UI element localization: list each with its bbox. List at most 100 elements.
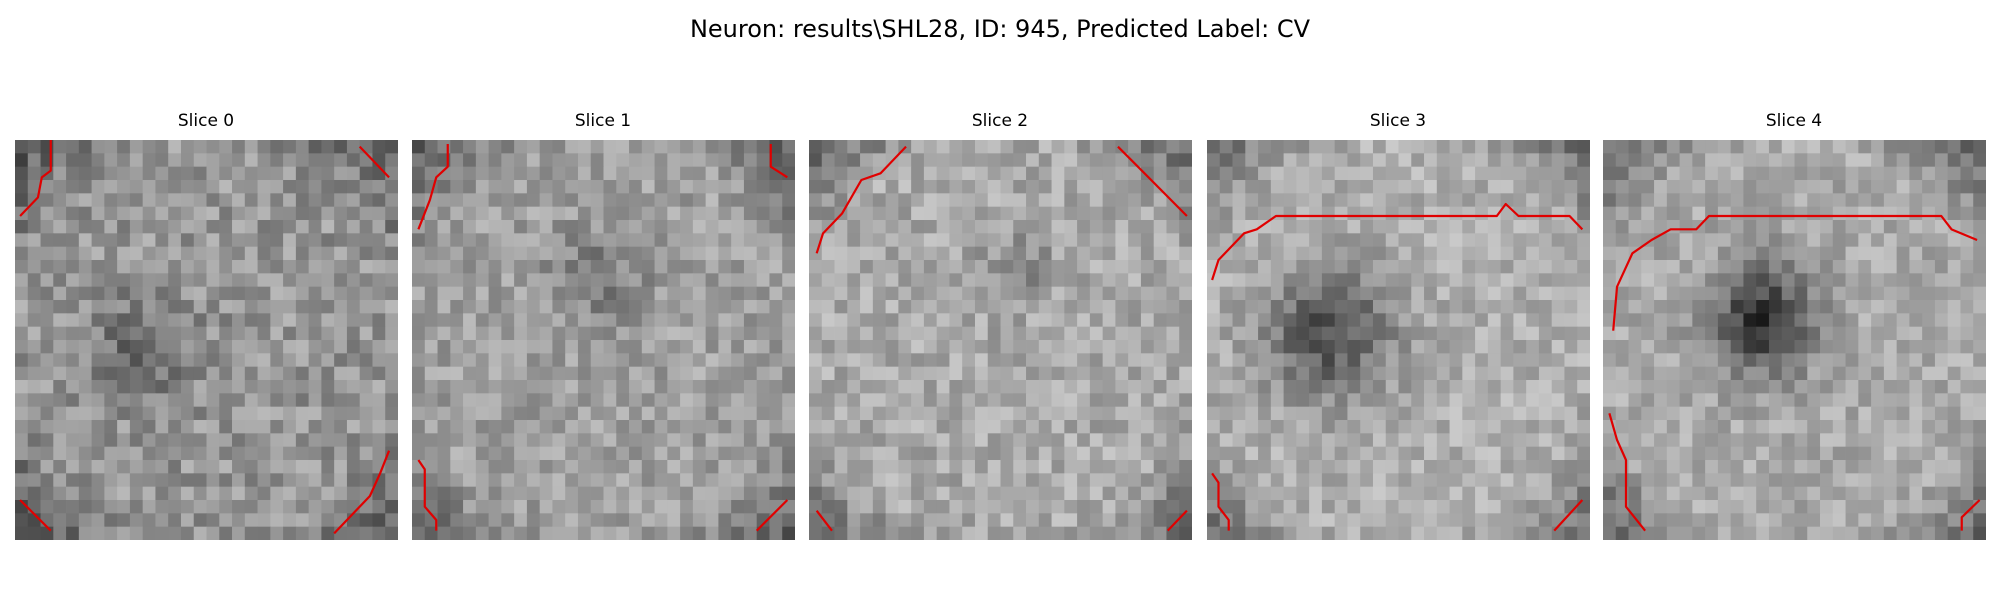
pixel	[219, 206, 233, 221]
pixel	[718, 206, 732, 221]
pixel	[1077, 446, 1091, 461]
pixel	[66, 433, 80, 448]
pixel	[1334, 313, 1348, 328]
pixel	[1153, 180, 1167, 194]
pixel	[1334, 433, 1348, 448]
pixel	[629, 313, 643, 328]
pixel	[295, 406, 310, 421]
pixel	[15, 326, 29, 341]
pixel	[885, 273, 899, 288]
pixel	[872, 513, 886, 528]
pixel	[488, 313, 502, 328]
pixel	[1360, 353, 1374, 368]
pixel	[1245, 180, 1259, 194]
pixel	[1922, 246, 1936, 261]
pixel	[104, 246, 118, 261]
pixel	[244, 326, 258, 341]
pixel	[270, 300, 284, 314]
pixel	[1666, 420, 1680, 434]
pixel	[91, 380, 105, 394]
pixel	[1705, 193, 1719, 208]
pixel	[1334, 393, 1348, 408]
pixel	[1360, 420, 1374, 434]
pixel	[1577, 420, 1590, 434]
pixel	[1462, 206, 1476, 221]
pixel	[295, 353, 310, 368]
pixel	[565, 326, 579, 341]
pixel	[667, 153, 681, 168]
pixel	[1947, 286, 1961, 301]
pixel	[168, 300, 182, 314]
pixel	[514, 260, 528, 274]
pixel	[1166, 273, 1180, 288]
pixel	[769, 286, 783, 301]
slice-image	[1207, 140, 1590, 540]
pixel	[949, 140, 963, 154]
pixel	[885, 353, 899, 368]
pixel	[463, 500, 477, 514]
pixel	[142, 273, 156, 288]
pixel	[308, 366, 322, 381]
pixel	[463, 153, 477, 168]
pixel	[180, 393, 195, 408]
pixel	[1756, 353, 1770, 368]
pixel	[616, 246, 630, 261]
pixel	[769, 206, 783, 221]
pixel	[437, 473, 451, 488]
pixel	[1360, 300, 1374, 314]
pixel	[872, 193, 886, 208]
pixel	[1896, 300, 1910, 314]
pixel	[539, 313, 553, 328]
pixel	[1179, 366, 1192, 381]
pixel	[270, 486, 284, 501]
slice-title: Slice 4	[1766, 111, 1822, 131]
pixel	[1564, 233, 1578, 248]
pixel	[1283, 353, 1297, 368]
pixel	[168, 460, 182, 474]
pixel	[718, 140, 732, 154]
pixel	[1077, 526, 1091, 540]
pixel	[117, 473, 131, 488]
pixel	[1321, 153, 1336, 168]
pixel	[1051, 246, 1065, 261]
pixel	[168, 366, 182, 381]
pixel	[334, 166, 348, 181]
pixel	[1000, 460, 1014, 474]
pixel	[782, 260, 795, 274]
contour	[1613, 216, 1977, 331]
pixel	[911, 513, 925, 528]
pixel	[180, 513, 195, 528]
pixel	[40, 366, 54, 381]
pixel	[1666, 260, 1680, 274]
pixel	[834, 380, 848, 394]
pixel	[577, 500, 592, 514]
pixel	[488, 433, 502, 448]
pixel	[1153, 406, 1167, 421]
slice-title: Slice 3	[1370, 111, 1426, 131]
pixel	[680, 460, 694, 474]
pixel	[1270, 193, 1284, 208]
pixel	[1960, 286, 1974, 301]
pixel	[385, 460, 398, 474]
pixel	[1232, 166, 1246, 181]
pixel	[1449, 206, 1463, 221]
pixel	[1372, 433, 1387, 448]
pixel	[1973, 340, 1986, 354]
pixel	[731, 180, 745, 194]
pixel	[40, 500, 54, 514]
pixel	[590, 406, 604, 421]
pixel	[1102, 153, 1116, 168]
pixel	[91, 220, 105, 234]
pixel	[1449, 180, 1463, 194]
pixel	[680, 166, 694, 181]
pixel	[1883, 246, 1898, 261]
pixel	[834, 300, 848, 314]
pixel	[450, 260, 464, 274]
pixel	[552, 286, 566, 301]
pixel	[1411, 340, 1425, 354]
pixel	[847, 433, 861, 448]
pixel	[1475, 460, 1489, 474]
pixel	[1309, 260, 1323, 274]
pixel	[1743, 486, 1757, 501]
pixel	[321, 193, 335, 208]
